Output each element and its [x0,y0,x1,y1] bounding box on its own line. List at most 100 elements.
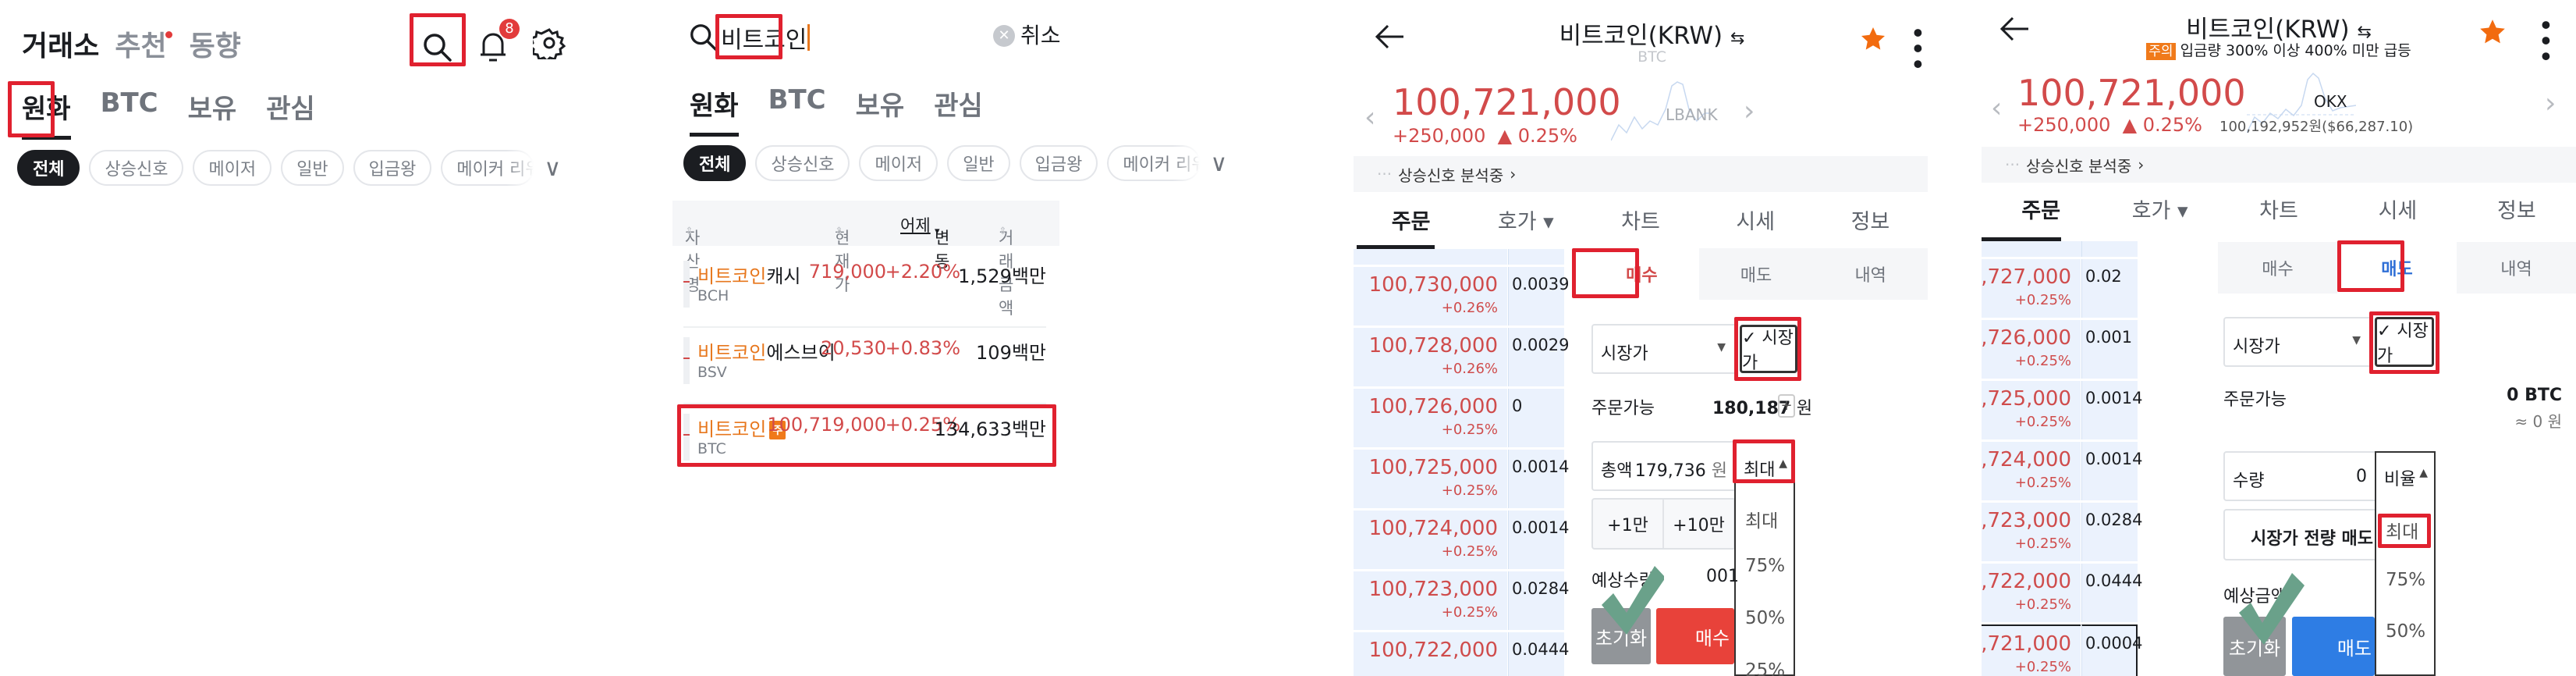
ratio-select[interactable]: 최대 ▲ [1734,442,1795,487]
tab-holdings[interactable]: 보유 [187,94,237,125]
orderbook-row[interactable]: 100,722,000 +0.25% [1982,564,2081,622]
option-50[interactable]: 50% [2386,621,2426,642]
table-row[interactable]: 비트코인에스브이 BSV 20,530 +0.83% 109백만 [683,328,1046,404]
cancel-button[interactable]: 취소 [1020,23,1061,48]
tab-sell[interactable]: 매도 [1740,266,1772,286]
chip-normal[interactable]: 일반 [281,150,344,186]
nav-exchange[interactable]: 거래소 [22,30,100,62]
option-25[interactable]: 25% [1745,660,1786,676]
tab-buy[interactable]: 매수 [1584,248,1699,300]
orderbook-row[interactable]: 100,724,000 +0.25% [1354,511,1507,569]
rising-signal-bar[interactable]: ··· 상승신호 분석중 › [1354,156,1928,192]
table-row-bitcoin[interactable]: 비트코인 주 BTC 100,719,000 +0.25% 134,633백만 [683,404,1046,481]
chevron-down-icon[interactable]: ∨ [1210,149,1228,177]
option-max[interactable]: 최대 [1745,511,1779,532]
more-icon[interactable]: ••• [2529,17,2560,65]
bell-icon[interactable] [476,28,510,64]
orderbook-row[interactable]: 100,728,000 +0.26% [1354,328,1507,386]
asset-title[interactable]: 비트코인(KRW) ⇆ [1354,16,1950,51]
market-order-button[interactable]: ✓ 시장가 [2375,317,2434,367]
tab-orderbook[interactable]: 호가 ▾ [2131,199,2188,223]
orderbook-row-current[interactable]: 100,721,000 +0.25% [1982,624,2081,676]
tab-history[interactable]: 내역 [2500,260,2532,279]
tab-holdings[interactable]: 보유 [855,91,905,122]
tab-btc[interactable]: BTC [100,87,158,119]
tab-info[interactable]: 정보 [2496,199,2536,223]
chip-rising[interactable]: 상승신호 [89,150,184,186]
nav-trends[interactable]: 동향 [189,30,241,62]
ratio-select[interactable]: 비율 ▲ [2375,451,2436,498]
back-arrow-icon[interactable] [1999,16,2030,42]
option-max[interactable]: 최대 [2386,522,2419,543]
asset-title[interactable]: 비트코인(KRW) ⇆ [1982,9,2576,44]
chip-deposit-king[interactable]: 입금왕 [1019,145,1098,181]
tab-quotes[interactable]: 시세 [2378,199,2418,223]
tab-quotes[interactable]: 시세 [1736,210,1776,234]
tab-btc[interactable]: BTC [768,84,826,116]
orderbook-row[interactable]: 100,726,000 +0.25% [1354,389,1507,447]
orderbook-row[interactable]: 100,724,000 +0.25% [1982,442,2081,500]
tab-sell[interactable]: 매도 [2337,242,2457,294]
gear-icon[interactable] [533,27,566,59]
tab-krw[interactable]: 원화 [22,87,71,140]
chip-normal[interactable]: 일반 [947,145,1010,181]
tab-watchlist[interactable]: 관심 [266,94,315,125]
tab-watchlist[interactable]: 관심 [934,91,983,122]
orderbook-row[interactable]: 100,730,000 +0.26% [1354,267,1507,326]
sell-submit-button[interactable]: 매도 [2292,617,2375,676]
reset-button[interactable]: 초기화 [1591,608,1651,664]
search-icon[interactable] [421,31,454,64]
reset-button[interactable]: 초기화 [2223,617,2286,676]
tab-chart[interactable]: 차트 [1621,210,1660,234]
add-10k-button[interactable]: +1만 [1593,500,1664,548]
tab-history[interactable]: 내역 [1854,266,1886,286]
chip-deposit-king[interactable]: 입금왕 [353,150,432,186]
total-amount-input[interactable]: 총액 179,736 원 [1591,441,1737,491]
tab-chart[interactable]: 차트 [2259,199,2298,223]
orderbook-row[interactable]: 100,723,000 +0.25% [1354,571,1507,630]
market-sell-all-button[interactable]: 시장가 전량 매도 [2223,509,2379,560]
order-type-select[interactable]: 시장가 ▼ [2223,317,2372,367]
chip-major[interactable]: 메이저 [193,150,272,186]
tab-orderbook[interactable]: 호가 ▾ [1497,210,1554,234]
chip-maker-reward[interactable]: 메이커 리워드 [441,150,535,186]
option-75[interactable]: 75% [2386,570,2426,590]
tab-info[interactable]: 정보 [1850,210,1890,234]
orderbook-row[interactable]: 100,727,000 +0.25% [1982,259,2081,318]
chevron-down-icon[interactable]: ∨ [544,154,562,182]
back-arrow-icon[interactable] [1374,23,1405,50]
add-funds-button[interactable]: + [1778,394,1795,418]
quantity-input[interactable]: 수량 0 [2223,451,2379,501]
chip-all[interactable]: 전체 [17,150,80,186]
col-yesterday[interactable]: 어제 [900,216,931,235]
tab-krw[interactable]: 원화 [690,84,739,137]
nav-recommend[interactable]: 추천 [115,23,173,64]
orderbook-row[interactable]: 100,725,000 +0.25% [1354,450,1507,508]
rising-signal-bar[interactable]: ··· 상승신호 분석중 › [1982,147,2576,183]
market-order-button[interactable]: ✓ 시장가 [1740,325,1797,373]
search-input[interactable]: 비트코인 [721,22,811,54]
orderbook-row[interactable]: 100,725,000 +0.25% [1982,381,2081,439]
chip-maker-reward[interactable]: 메이커 리워드 [1107,145,1201,181]
option-75[interactable]: 75% [1745,556,1786,576]
option-50[interactable]: 50% [1745,608,1786,628]
clear-icon[interactable]: ✕ [993,25,1015,47]
chip-major[interactable]: 메이저 [859,145,939,181]
orderbook-row[interactable]: 100,726,000 +0.25% [1982,320,2081,379]
star-icon[interactable] [2478,17,2507,47]
orderbook-row[interactable]: 100,722,000 [1354,632,1507,676]
next-chevron-icon[interactable]: › [2545,87,2556,119]
tab-order[interactable]: 주문 [1391,210,1431,234]
prev-chevron-icon[interactable]: ‹ [1364,101,1376,133]
tab-order[interactable]: 주문 [2021,199,2061,223]
table-row[interactable]: 비트코인캐시 BCH 719,000 +2.20% 1,529백만 [683,251,1046,328]
buy-submit-button[interactable]: 매수 [1656,608,1734,664]
add-100k-button[interactable]: +10만 [1664,500,1735,548]
chip-all[interactable]: 전체 [683,145,747,181]
more-icon[interactable]: ••• [1901,25,1932,73]
tab-buy[interactable]: 매수 [2262,260,2294,279]
order-type-select[interactable]: 시장가 ▼ [1591,324,1737,374]
star-icon[interactable] [1859,25,1887,53]
chip-rising[interactable]: 상승신호 [755,145,850,181]
next-chevron-icon[interactable]: › [1744,95,1755,127]
